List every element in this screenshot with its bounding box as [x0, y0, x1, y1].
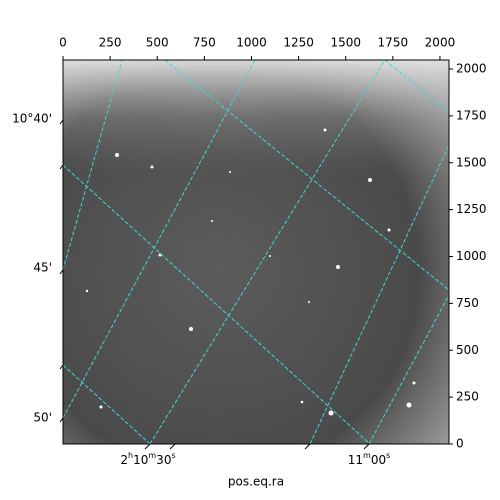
- right-tick-label: 1250: [456, 202, 487, 216]
- dec-tick-label: 50': [33, 411, 52, 425]
- dec-tick-label: 10°40': [12, 112, 52, 126]
- stars: [85, 128, 416, 416]
- ra-tick: [169, 443, 176, 450]
- top-tick-label: 750: [193, 36, 216, 50]
- right-tick-label: 1750: [456, 108, 487, 122]
- coord-grid: [63, 60, 449, 444]
- right-tick-label: 500: [456, 343, 479, 357]
- top-tick-label: 1250: [283, 36, 314, 50]
- dec-tick: [59, 269, 64, 275]
- ra-tick: [363, 443, 370, 450]
- right-tick-label: 1000: [456, 249, 487, 263]
- right-tick-label: 2000: [456, 62, 487, 76]
- top-tick-label: 0: [59, 36, 67, 50]
- image-glow: [63, 60, 449, 444]
- dec-tick-label: 45': [33, 261, 52, 275]
- top-tick-label: 1000: [236, 36, 267, 50]
- top-tick-label: 250: [99, 36, 122, 50]
- ra-tick: [144, 443, 151, 450]
- ra-tick-label: 2h10m30s: [120, 451, 175, 467]
- frame: [62, 59, 450, 445]
- ra-tick: [304, 443, 311, 450]
- dec-tick: [59, 164, 64, 170]
- top-tick-label: 1750: [378, 36, 409, 50]
- right-tick-label: 1500: [456, 155, 487, 169]
- ra-tick-label: 11m00s: [348, 451, 391, 467]
- right-tick-label: 750: [456, 296, 479, 310]
- right-tick-label: 250: [456, 390, 479, 404]
- right-tick-label: 0: [456, 437, 464, 451]
- dec-tick: [59, 364, 64, 370]
- top-tick-label: 2000: [425, 36, 456, 50]
- top-tick-label: 1500: [330, 36, 361, 50]
- dec-tick: [59, 417, 64, 423]
- dec-tick: [59, 119, 64, 125]
- top-tick-label: 500: [146, 36, 169, 50]
- x-axis-label: pos.eq.ra: [228, 475, 284, 489]
